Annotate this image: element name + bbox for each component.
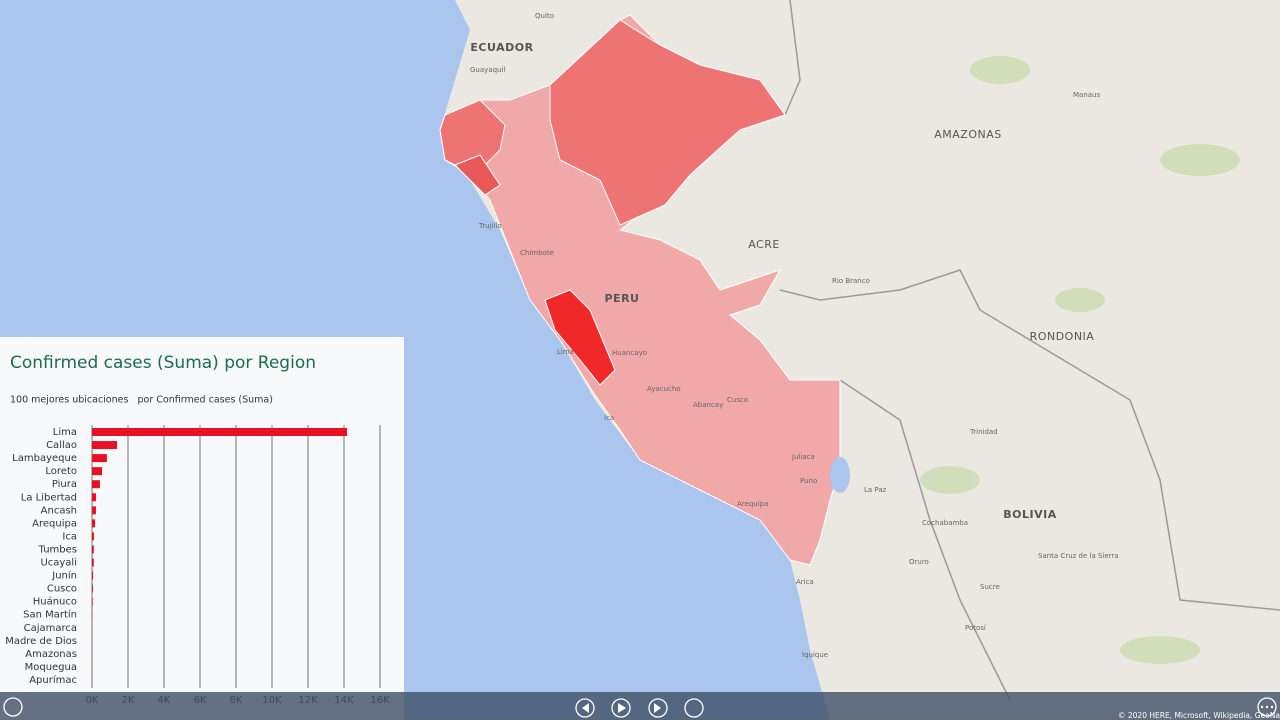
y-tick-label: Ucayali bbox=[40, 558, 77, 569]
map-label: Rio Branco bbox=[832, 277, 870, 285]
map-label: Juliaca bbox=[791, 453, 815, 461]
chart-subtitle: 100 mejores ubicaciones por Confirmed ca… bbox=[10, 395, 273, 406]
bar bbox=[92, 532, 94, 540]
y-tick-label: Moquegua bbox=[25, 662, 77, 673]
chart-title: Confirmed cases (Suma) por Region bbox=[10, 353, 316, 373]
map-label: Huancayo bbox=[612, 349, 647, 357]
bar bbox=[92, 454, 107, 462]
y-tick-label: Junín bbox=[51, 570, 77, 582]
map-label: Santa Cruz de la Sierra bbox=[1038, 552, 1119, 560]
map-label: Chimbote bbox=[520, 249, 554, 257]
copyright: © 2020 HERE, Microsoft, Wikipedia, GeoNa… bbox=[1118, 711, 1280, 720]
y-tick-label: Ancash bbox=[41, 505, 77, 516]
map-label: Sucre bbox=[980, 583, 1000, 591]
y-tick-label: Callao bbox=[46, 440, 77, 451]
bar bbox=[92, 480, 100, 488]
bar bbox=[92, 598, 93, 606]
map-label: Guayaquil bbox=[470, 66, 505, 74]
bar bbox=[92, 572, 93, 580]
bar bbox=[92, 428, 347, 436]
map-label: Arequipa bbox=[737, 500, 768, 508]
y-tick-label: Huánuco bbox=[33, 596, 77, 608]
map-label: BOLIVIA bbox=[1003, 508, 1056, 521]
y-tick-label: San Martín bbox=[23, 609, 77, 621]
map-label: ECUADOR bbox=[470, 41, 533, 54]
y-tick-label: Madre de Dios bbox=[5, 636, 77, 647]
map-label: Cusco bbox=[727, 396, 748, 404]
bar bbox=[92, 545, 94, 553]
bar bbox=[92, 506, 96, 514]
y-tick-label: La Libertad bbox=[21, 492, 77, 503]
y-tick-label: Piura bbox=[52, 479, 77, 490]
map-label: La Paz bbox=[864, 486, 887, 494]
map-label: Trinidad bbox=[969, 428, 998, 436]
map-label: Ayacucho bbox=[647, 385, 681, 393]
y-tick-label: Ica bbox=[62, 531, 77, 542]
map-label: Iquique bbox=[802, 651, 828, 659]
y-tick-label: Amazonas bbox=[25, 649, 77, 660]
y-tick-label: Arequipa bbox=[32, 518, 77, 529]
y-tick-label: Apurímac bbox=[29, 674, 77, 686]
map-label: PERU bbox=[605, 292, 640, 305]
bar bbox=[92, 493, 96, 501]
map-label: Manaus bbox=[1073, 91, 1100, 99]
lake bbox=[830, 457, 850, 493]
y-tick-label: Cusco bbox=[47, 584, 77, 595]
map-label: Lima bbox=[557, 348, 574, 356]
bar bbox=[92, 519, 95, 527]
map-label: Quito bbox=[535, 12, 554, 20]
map-label: Abancay bbox=[693, 401, 723, 409]
map-label: Arica bbox=[796, 578, 814, 586]
y-tick-label: Tumbes bbox=[38, 544, 77, 555]
map-label: RONDONIA bbox=[1030, 330, 1095, 343]
y-tick-label: Lambayeque bbox=[12, 453, 77, 464]
map-label: Puno bbox=[800, 477, 817, 485]
map-label: Cochabamba bbox=[922, 519, 968, 527]
map-label: ACRE bbox=[748, 238, 780, 251]
bar bbox=[92, 559, 94, 567]
y-tick-label: Cajamarca bbox=[24, 623, 77, 634]
toolbar bbox=[0, 692, 1280, 720]
map-label: Trujillo bbox=[478, 222, 502, 230]
y-tick-label: Lima bbox=[53, 427, 77, 438]
map-label: Ica bbox=[604, 414, 614, 422]
bar bbox=[92, 467, 102, 475]
bar bbox=[92, 441, 117, 449]
bar bbox=[92, 585, 93, 593]
map-label: Oruro bbox=[909, 558, 929, 566]
map-label: Potosí bbox=[965, 624, 987, 632]
y-tick-label: Loreto bbox=[45, 466, 77, 477]
map-label: AMAZONAS bbox=[934, 128, 1001, 141]
